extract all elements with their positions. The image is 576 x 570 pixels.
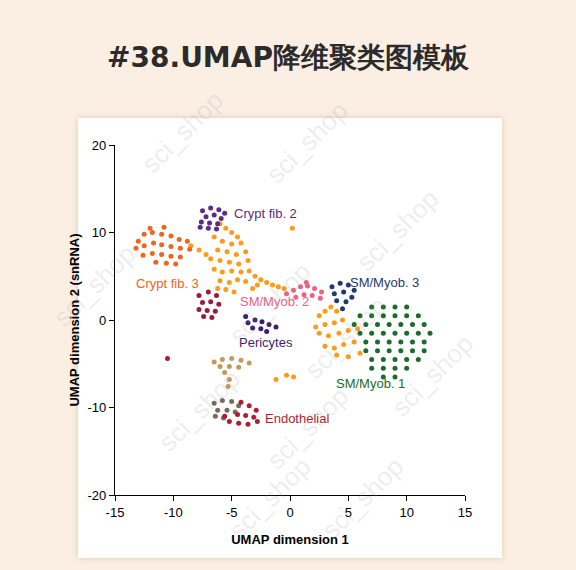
- svg-text:sci_shop: sci_shop: [223, 451, 317, 545]
- svg-text:sci_shop: sci_shop: [48, 238, 142, 332]
- svg-text:-5: -5: [226, 505, 238, 520]
- svg-text:-10: -10: [164, 505, 183, 520]
- svg-text:10: 10: [399, 505, 413, 520]
- svg-text:Endothelial: Endothelial: [265, 411, 329, 426]
- svg-text:SM/Myob. 1: SM/Myob. 1: [336, 376, 405, 391]
- svg-text:UMAP dimension 2 (snRNA): UMAP dimension 2 (snRNA): [67, 233, 82, 406]
- svg-text:-15: -15: [106, 505, 125, 520]
- svg-text:-10: -10: [87, 400, 106, 415]
- svg-text:UMAP dimension 1: UMAP dimension 1: [231, 532, 349, 547]
- svg-text:sci_shop: sci_shop: [351, 183, 445, 277]
- svg-text:5: 5: [345, 505, 352, 520]
- svg-text:sci_shop: sci_shop: [223, 256, 317, 350]
- svg-text:Crypt fib. 2: Crypt fib. 2: [234, 206, 297, 221]
- svg-text:0: 0: [99, 313, 106, 328]
- svg-text:sci_shop: sci_shop: [385, 328, 479, 422]
- svg-text:sci_shop: sci_shop: [261, 381, 355, 475]
- svg-text:SM/Myob. 3: SM/Myob. 3: [350, 275, 419, 290]
- svg-text:sci_shop: sci_shop: [136, 85, 230, 179]
- svg-text:SM/Myob. 2: SM/Myob. 2: [240, 294, 309, 309]
- svg-text:-20: -20: [87, 488, 106, 503]
- svg-text:10: 10: [92, 225, 106, 240]
- svg-text:sci_shop: sci_shop: [299, 291, 393, 385]
- svg-text:sci_shop: sci_shop: [152, 364, 246, 458]
- svg-text:0: 0: [286, 505, 293, 520]
- svg-text:15: 15: [458, 505, 472, 520]
- svg-text:20: 20: [92, 138, 106, 153]
- svg-text:Crypt fib. 3: Crypt fib. 3: [136, 276, 199, 291]
- svg-text:Pericytes: Pericytes: [239, 335, 293, 350]
- svg-text:#38.UMAP降维聚类图模板: #38.UMAP降维聚类图模板: [107, 41, 470, 74]
- svg-text:sci_shop: sci_shop: [316, 451, 410, 545]
- svg-text:sci_shop: sci_shop: [260, 95, 354, 189]
